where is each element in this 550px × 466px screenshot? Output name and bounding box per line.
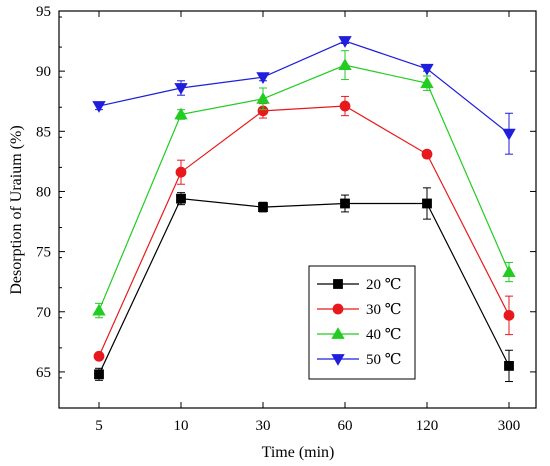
data-point	[339, 100, 351, 112]
y-tick-label: 65	[36, 365, 51, 381]
x-tick-label: 120	[416, 418, 439, 434]
series-line	[98, 198, 510, 375]
x-tick-label: 30	[256, 418, 271, 434]
legend-marker	[331, 327, 345, 339]
series-line	[98, 105, 510, 357]
data-point	[258, 202, 268, 212]
data-point	[503, 309, 515, 321]
data-point	[256, 72, 270, 84]
legend-marker	[332, 303, 344, 315]
series-line	[98, 64, 510, 311]
legend-box	[308, 265, 416, 380]
axis-ticks: 65 70 75 80 85 90 95 5 10 30 60 120 300	[36, 4, 536, 434]
data-point	[175, 166, 187, 178]
y-tick-label: 95	[36, 4, 51, 20]
series-2	[93, 95, 515, 362]
data-point	[502, 128, 516, 141]
y-tick-label: 70	[36, 305, 51, 321]
data-point	[420, 76, 434, 89]
data-point	[421, 148, 433, 160]
legend-label: 30 ℃	[366, 302, 402, 318]
legend-marker	[331, 354, 345, 366]
series-4	[92, 36, 516, 155]
series-layer	[92, 36, 516, 383]
data-point	[420, 63, 434, 76]
data-point	[502, 265, 516, 277]
series-1	[94, 187, 514, 383]
legend-label: 40 ℃	[366, 327, 402, 343]
data-point	[256, 92, 270, 104]
legend-label: 50 ℃	[366, 352, 402, 368]
data-point	[174, 83, 188, 95]
data-point	[338, 58, 352, 71]
data-point	[92, 303, 106, 316]
data-point	[338, 36, 352, 48]
x-tick-label: 300	[498, 418, 521, 434]
data-point	[94, 369, 104, 380]
data-point	[174, 107, 188, 120]
data-point	[422, 198, 432, 209]
legend-marker	[333, 279, 343, 289]
data-point	[176, 193, 186, 204]
series-line	[98, 40, 510, 135]
y-axis-title: Desorption of Uraium (%)	[8, 125, 25, 294]
series-3	[92, 50, 516, 319]
x-tick-label: 5	[95, 418, 103, 434]
y-tick-label: 80	[36, 184, 51, 200]
data-point	[340, 198, 350, 209]
x-tick-label: 60	[338, 418, 353, 434]
y-tick-label: 75	[36, 245, 51, 261]
data-point	[93, 350, 105, 362]
legend-label: 20 ℃	[366, 277, 402, 293]
x-axis-title: Time (min)	[262, 444, 335, 461]
legend: 20 ℃ 30 ℃ 40 ℃ 50 ℃	[308, 265, 416, 380]
x-tick-label: 10	[174, 418, 189, 434]
data-point	[92, 101, 106, 113]
plot-frame	[58, 10, 537, 409]
y-tick-label: 90	[36, 64, 51, 80]
data-point	[504, 360, 514, 371]
y-tick-label: 85	[36, 124, 51, 140]
